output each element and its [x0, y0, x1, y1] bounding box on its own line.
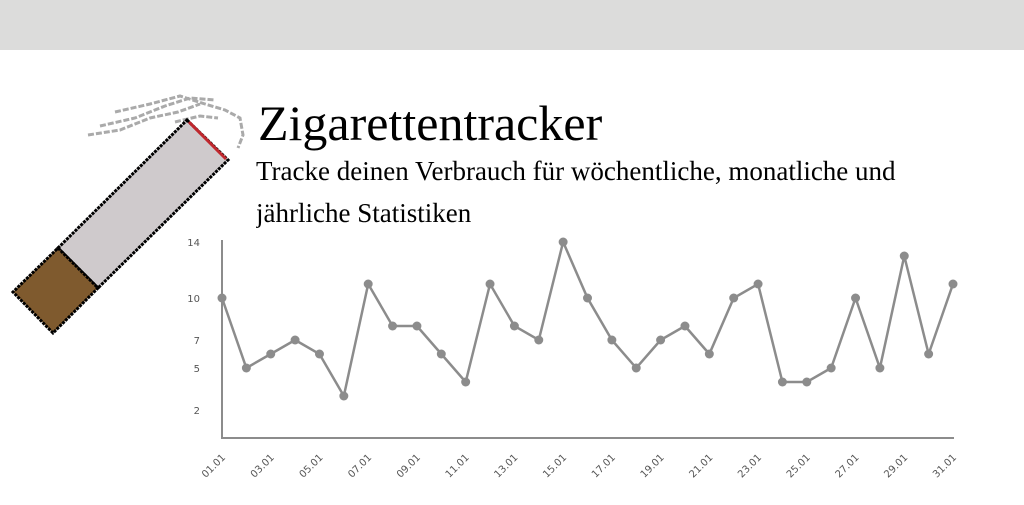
x-tick-label: 11.01	[444, 452, 472, 480]
x-tick-label: 01.01	[200, 452, 228, 480]
x-tick-label: 19.01	[639, 452, 667, 480]
y-tick-label: 10	[187, 294, 200, 305]
x-tick-label: 07.01	[346, 452, 374, 480]
y-tick-label: 5	[194, 364, 200, 375]
data-point	[290, 335, 300, 345]
data-point	[485, 279, 495, 289]
data-point	[802, 377, 812, 387]
data-point	[534, 335, 544, 345]
x-tick-label: 27.01	[834, 452, 862, 480]
x-tick-label: 23.01	[736, 452, 764, 480]
data-point	[436, 349, 446, 359]
x-tick-label: 31.01	[931, 452, 959, 480]
data-point	[217, 293, 227, 303]
data-point	[753, 279, 763, 289]
data-point	[729, 293, 739, 303]
data-point	[826, 363, 836, 373]
data-point	[680, 321, 690, 331]
x-tick-label: 03.01	[249, 452, 277, 480]
data-point	[924, 349, 934, 359]
data-point	[509, 321, 519, 331]
data-point	[899, 251, 909, 261]
app-title: Zigarettentracker	[258, 95, 603, 151]
data-point	[948, 279, 958, 289]
x-tick-label: 29.01	[882, 452, 910, 480]
data-point	[656, 335, 666, 345]
data-point	[704, 349, 714, 359]
data-point	[558, 237, 568, 247]
data-point	[412, 321, 422, 331]
chart: 2 5 7 10 14 01.01 03.01 05.01 07.01 09.01 11.01 13.…	[187, 237, 959, 480]
x-tick-label: 25.01	[785, 452, 813, 480]
subtitle-box: Tracke deinen Verbrauch für wöchentliche…	[256, 156, 896, 228]
data-point	[363, 279, 373, 289]
y-tick-label: 14	[187, 238, 200, 249]
data-line	[220, 238, 955, 400]
data-point	[851, 293, 861, 303]
top-bar	[0, 0, 1024, 50]
data-point	[607, 335, 617, 345]
data-point	[461, 377, 471, 387]
data-point	[631, 363, 641, 373]
x-tick-label: 13.01	[492, 452, 520, 480]
x-tick-label: 09.01	[395, 452, 423, 480]
data-point	[241, 363, 251, 373]
x-tick-label: 21.01	[687, 452, 715, 480]
x-tick-label: 15.01	[541, 452, 569, 480]
data-point	[875, 363, 885, 373]
data-point	[777, 377, 787, 387]
x-tick-label: 17.01	[590, 452, 618, 480]
data-point	[314, 349, 324, 359]
data-point	[583, 293, 592, 303]
y-tick-label: 7	[194, 336, 200, 347]
y-tick-label: 2	[194, 406, 200, 417]
cigarette-logo	[10, 94, 245, 336]
app-subtitle: Tracke deinen Verbrauch für wöchentliche…	[256, 156, 896, 228]
data-point	[388, 321, 398, 331]
x-tick-label: 05.01	[298, 452, 326, 480]
data-point	[339, 391, 349, 401]
data-point	[266, 349, 276, 359]
